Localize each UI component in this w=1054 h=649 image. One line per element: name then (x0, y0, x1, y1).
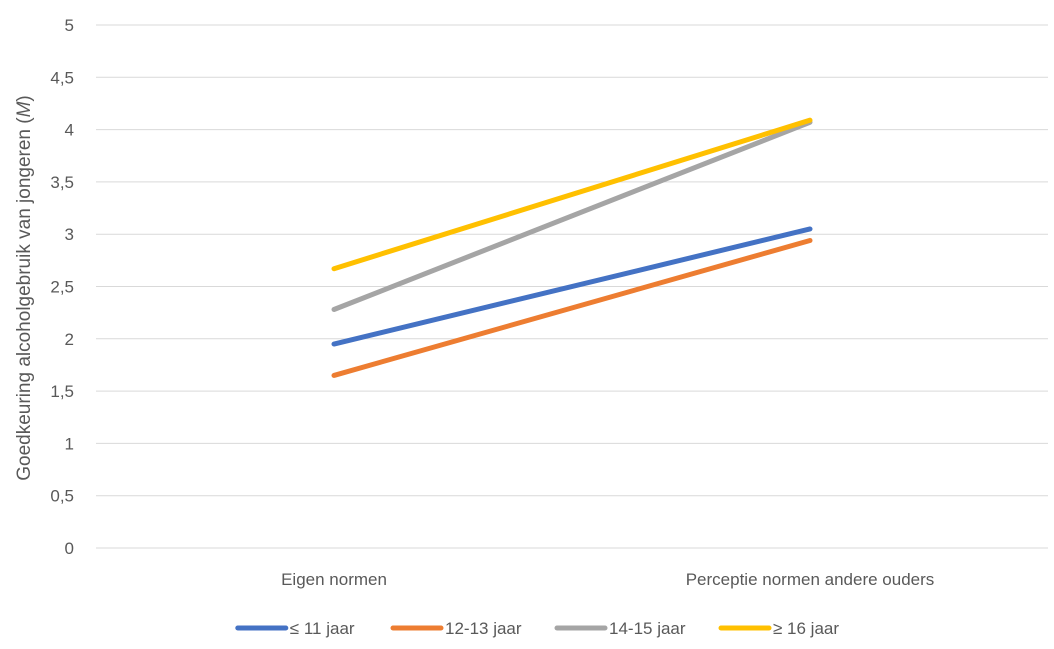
y-axis-title-main: Goedkeuring alcoholgebruik van jongeren … (14, 117, 35, 481)
series-line (331, 237, 813, 378)
y-tick-label: 0,5 (50, 487, 74, 506)
legend-label: ≥ 16 jaar (773, 619, 839, 638)
x-category-label: Eigen normen (281, 570, 387, 589)
y-tick-label: 1,5 (50, 382, 74, 401)
y-axis-title: Goedkeuring alcoholgebruik van jongeren … (14, 95, 35, 481)
y-tick-label: 2,5 (50, 278, 74, 297)
legend-label: ≤ 11 jaar (290, 619, 355, 638)
y-axis-title-italic: M (14, 101, 35, 117)
y-tick-label: 1 (65, 434, 74, 453)
series-line (331, 117, 813, 272)
y-tick-label: 3,5 (50, 173, 74, 192)
y-tick-label: 2 (65, 330, 74, 349)
legend-label: 14-15 jaar (609, 619, 686, 638)
y-tick-label: 3 (65, 225, 74, 244)
y-tick-label: 0 (65, 539, 74, 558)
y-axis-tick-labels: 0 0,5 1 1,5 2 2,5 3 3,5 4 4,5 5 (50, 16, 74, 558)
y-axis-title-close: ) (14, 95, 35, 101)
y-tick-label: 5 (65, 16, 74, 35)
x-axis-category-labels: Eigen normen Perceptie normen andere oude… (281, 570, 934, 589)
series-line (331, 119, 813, 313)
y-tick-label: 4,5 (50, 68, 74, 87)
x-category-label: Perceptie normen andere ouders (686, 570, 935, 589)
y-tick-label: 4 (65, 121, 74, 140)
series-line (331, 226, 813, 347)
series-lines (331, 117, 813, 378)
legend: ≤ 11 jaar 12-13 jaar 14-15 jaar ≥ 16 jaar (235, 619, 839, 638)
legend-label: 12-13 jaar (445, 619, 522, 638)
